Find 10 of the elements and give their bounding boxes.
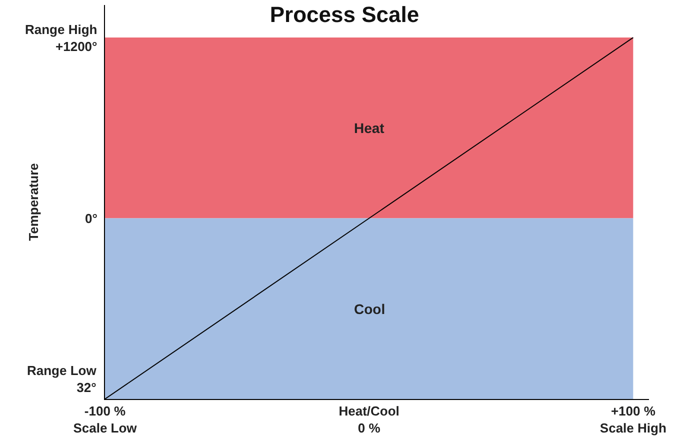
band-label: Cool [354, 301, 386, 317]
x-tick-label: +100 % Scale High [600, 404, 666, 436]
chart-title: Process Scale [270, 2, 420, 28]
x-tick-label: -100 % Scale Low [73, 404, 138, 436]
text: 0° [85, 211, 98, 226]
text: Range High +1200° [25, 22, 98, 54]
text: Range Low 32° [27, 363, 98, 395]
band-label: Heat [354, 120, 385, 136]
x-tick-label: Heat/Cool 0 % [338, 404, 400, 436]
y-axis-title: Temperature [26, 163, 41, 241]
